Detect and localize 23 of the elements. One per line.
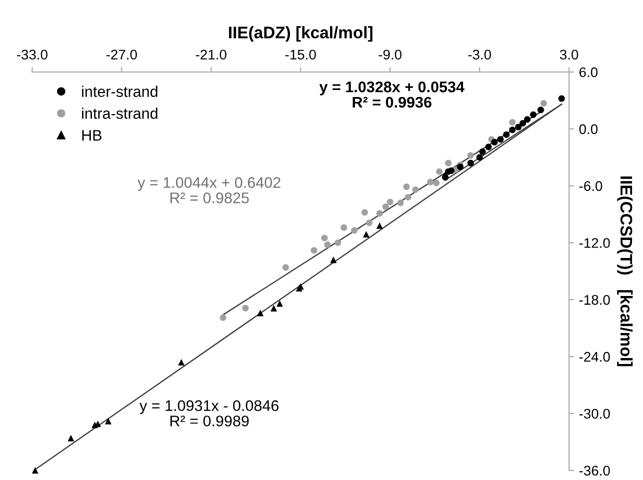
- legend-label: HB: [82, 130, 102, 141]
- y-tick-label: 0.0: [579, 124, 598, 134]
- y-tick-label: 6.0: [579, 67, 598, 78]
- x-tick-label: -3.0: [468, 50, 491, 60]
- x-tick-label: -21.0: [196, 50, 226, 60]
- legend-label: intra-strand: [82, 108, 158, 119]
- y-tick-label: -6.0: [579, 181, 602, 191]
- legend-label: inter-strand: [82, 86, 158, 97]
- annotation: y = 1.0044x + 0.6402 R² = 0.9825: [138, 177, 280, 204]
- x-tick-label: -15.0: [285, 50, 316, 60]
- x-tick-label: -33.0: [16, 50, 48, 60]
- x-tick-label: 3.0: [560, 50, 578, 60]
- x-tick-label: -27.0: [106, 50, 137, 60]
- x-axis-title: IIE(aDZ) [kcal/mol]: [229, 26, 372, 42]
- y-tick-label: -24.0: [579, 352, 610, 362]
- y-tick-label: -12.0: [579, 238, 610, 248]
- annotation: y = 1.0931x - 0.0846 R² = 0.9989: [140, 400, 279, 426]
- y-tick-label: -36.0: [579, 466, 610, 476]
- x-tick-label: -9.0: [378, 50, 402, 60]
- y-tick-label: -18.0: [579, 294, 610, 305]
- annotation: y = 1.0328x + 0.0534 R² = 0.9936: [319, 82, 464, 108]
- y-tick-label: -30.0: [579, 408, 610, 419]
- y-axis-title: IIE(CCSD(T)) [kcal/mol]: [617, 176, 633, 366]
